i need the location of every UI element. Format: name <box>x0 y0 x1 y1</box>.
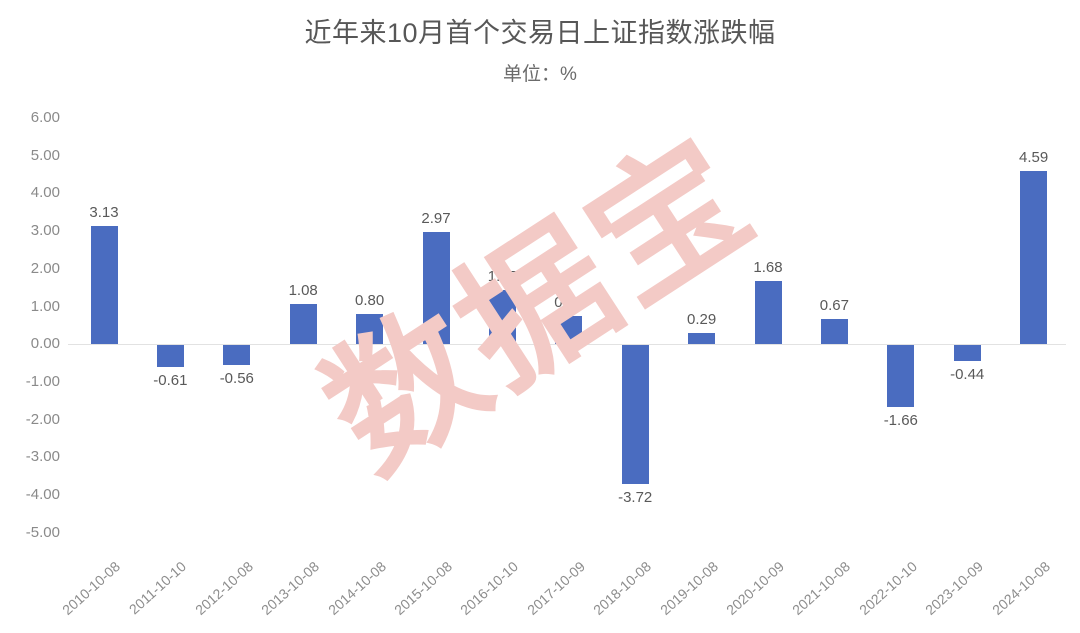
bar-value-label: 1.68 <box>753 258 783 276</box>
bar[interactable] <box>688 333 716 345</box>
bar-value-label: -0.61 <box>153 372 188 390</box>
y-axis-tick-label: -1.00 <box>25 372 60 390</box>
bar[interactable] <box>488 289 516 345</box>
bar-value-label: -0.56 <box>219 370 254 388</box>
y-axis-tick-label: 3.00 <box>30 222 60 240</box>
bar[interactable] <box>90 226 118 345</box>
bar-value-label: 1.08 <box>288 281 318 299</box>
chart-title: 近年来10月首个交易日上证指数涨跌幅 <box>304 18 776 48</box>
x-axis-tick-label: 2010-10-08 <box>59 558 124 619</box>
bar[interactable] <box>621 344 649 485</box>
y-axis-tick-label: -5.00 <box>25 523 60 541</box>
bar[interactable] <box>223 344 251 366</box>
bars-layer: 3.13 -0.61 -0.56 1.08 0.80 2.97 1.45 0.76 -3.72 0… <box>68 118 1066 546</box>
plot-area: 3.13 -0.61 -0.56 1.08 0.80 2.97 1.45 0.76 -3.72 0… <box>68 118 1066 546</box>
y-axis-tick-label: -4.00 <box>25 486 60 503</box>
bar[interactable] <box>289 303 317 345</box>
bar[interactable] <box>156 344 184 368</box>
chart-subtitle-unit: 单位：% <box>503 64 577 85</box>
zero-baseline <box>68 344 1066 346</box>
bar[interactable] <box>887 344 915 407</box>
bar-value-label: -0.44 <box>950 365 985 383</box>
bar-value-label: -3.72 <box>618 489 653 507</box>
y-axis-tick-label: 6.00 <box>30 109 60 126</box>
bar-value-label: 0.80 <box>354 292 385 309</box>
bar[interactable] <box>356 314 384 345</box>
bar[interactable] <box>754 280 782 345</box>
y-axis-tick-label: 4.00 <box>30 184 60 202</box>
bar-value-label: 3.13 <box>89 204 119 222</box>
bar-value-label: 4.59 <box>1018 149 1049 167</box>
y-axis-tick-label: -3.00 <box>25 448 60 466</box>
y-axis-tick-label: 0.00 <box>30 335 60 353</box>
bar-value-label: 0.76 <box>554 293 584 311</box>
bar-value-label: 0.29 <box>686 311 717 329</box>
y-axis: 6.00 5.00 4.00 3.00 2.00 1.00 0.00 -1.00 -2.00 -3… <box>0 0 68 633</box>
bar[interactable] <box>422 232 450 345</box>
bar-value-label: 0.67 <box>819 296 849 314</box>
y-axis-tick-label: 5.00 <box>30 146 60 164</box>
bar-value-label: 2.97 <box>421 210 451 228</box>
bar[interactable] <box>555 315 583 345</box>
bar[interactable] <box>820 318 848 345</box>
bar-value-label: 1.45 <box>487 267 517 285</box>
y-axis-tick-label: -2.00 <box>25 410 60 428</box>
y-axis-tick-label: 2.00 <box>30 259 60 277</box>
bar[interactable] <box>953 344 981 361</box>
y-axis-tick-label: 1.00 <box>30 297 60 315</box>
bar[interactable] <box>1020 171 1048 345</box>
bar-value-label: -1.66 <box>883 411 918 429</box>
